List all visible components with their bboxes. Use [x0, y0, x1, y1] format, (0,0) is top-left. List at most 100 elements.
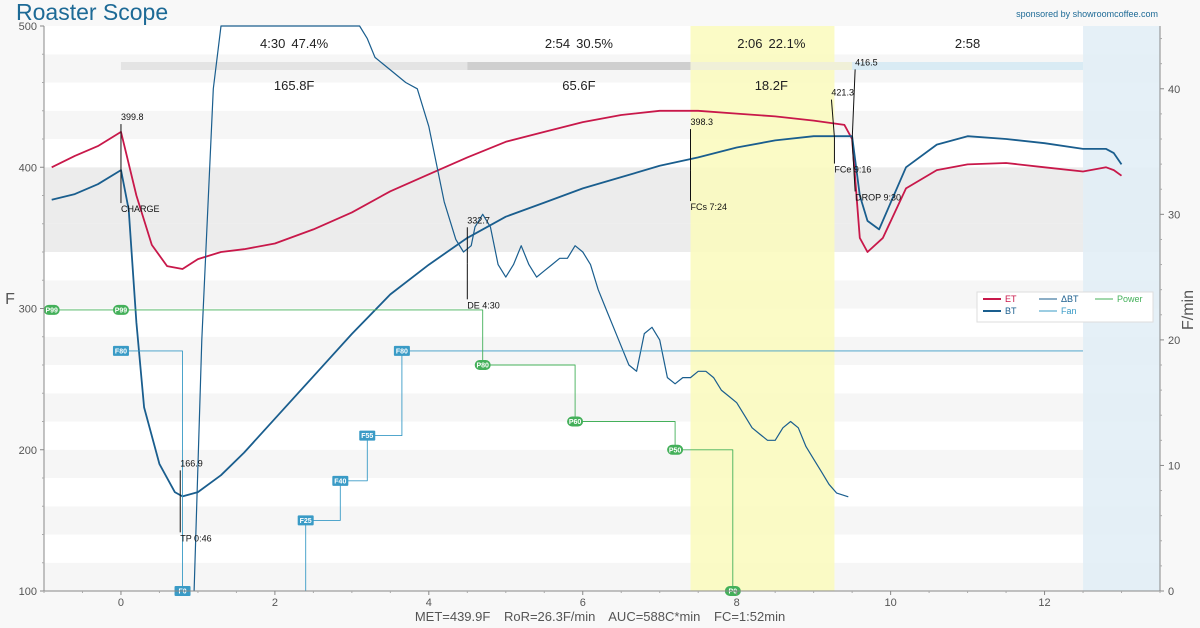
event-annotations: 399.8 CHARGE 166.9 TP 0:46 332.7 DE 4:30 398.3… — [120, 57, 901, 543]
fan-marker — [297, 515, 314, 526]
y-axis-label: F — [5, 291, 15, 308]
x-tick-label: 12 — [1038, 597, 1050, 609]
y2-tick-label: 30 — [1168, 209, 1180, 221]
annotation-value: 332.7 — [467, 215, 490, 225]
stat-auc: AUC=588C*min — [608, 609, 700, 624]
stripe-band — [44, 110, 1160, 139]
first-crack-band — [690, 26, 835, 591]
x-tick-label: 6 — [580, 597, 586, 609]
annotation-value: 421.3 — [831, 88, 854, 98]
annotation-event: DROP 9:30 — [855, 192, 901, 202]
x-tick-label: 4 — [426, 597, 432, 609]
legend-box — [976, 291, 1154, 323]
phase-segment — [467, 62, 691, 70]
power-marker — [43, 304, 60, 315]
x-tick-label: 0 — [118, 597, 124, 609]
annotation-event: CHARGE — [121, 204, 160, 214]
y2-tick-label: 0 — [1168, 586, 1174, 598]
fan-marker — [332, 475, 349, 486]
legend: ET BT ΔBT Fan Power — [976, 291, 1154, 323]
fan-marker — [359, 430, 376, 441]
stat-fc: FC=1:52min — [714, 609, 785, 624]
y-tick-label: 500 — [19, 21, 37, 33]
fan-marker-label: F25 — [300, 518, 312, 525]
phase-time-label: 2:06 22.1% — [737, 36, 806, 51]
fan-marker — [112, 345, 129, 356]
annotation-event: FCs 7:24 — [691, 202, 728, 212]
stripe-band — [44, 421, 1160, 450]
legend-entry: ΔBT — [1061, 294, 1079, 304]
x-tick-label: 2 — [272, 597, 278, 609]
x-tick-label: 8 — [734, 597, 740, 609]
phase-segment — [120, 62, 468, 70]
power-marker-label: P99 — [45, 307, 58, 314]
stripe-band — [44, 478, 1160, 507]
annotation-value: 399.8 — [121, 112, 144, 122]
annotation-leader — [851, 140, 856, 192]
power-marker-label: P99 — [115, 307, 128, 314]
phase-time-label: 2:58 — [955, 36, 980, 51]
series-line-fan — [121, 350, 1083, 592]
series-line-delta-bt — [193, 25, 849, 592]
fan-marker-label: F0 — [178, 589, 186, 596]
fan-marker-label: F80 — [115, 348, 127, 355]
fan-marker-label: F80 — [396, 348, 408, 355]
power-marker-label: P50 — [669, 447, 682, 454]
phase-duration: 2:58 — [955, 36, 980, 51]
y2-tick-label: 40 — [1168, 84, 1180, 96]
legend-entry: Power — [1117, 294, 1143, 304]
fan-marker — [393, 345, 410, 356]
phase-time-label: 4:30 47.4% — [260, 36, 329, 51]
stripe-band — [44, 167, 1160, 196]
stripe-band — [44, 139, 1160, 168]
series-lines — [44, 25, 1123, 592]
y2-tick-label: 20 — [1168, 335, 1180, 347]
annotation-event: DE 4:30 — [467, 300, 500, 310]
x-tick-label: 10 — [884, 597, 896, 609]
series-line-bt — [51, 135, 1123, 498]
roast-stats: MET=439.9F RoR=26.3F/min AUC=588C*min FC… — [415, 609, 785, 624]
stripe-band — [44, 308, 1160, 337]
y-tick-label: 300 — [19, 304, 37, 316]
stat-ror: RoR=26.3F/min — [504, 609, 595, 624]
annotation-value: 398.3 — [691, 117, 714, 127]
power-marker-label: P80 — [476, 363, 489, 370]
annotation-event: TP 0:46 — [180, 533, 211, 543]
legend-entry: Fan — [1061, 306, 1077, 316]
stripe-band — [44, 562, 1160, 591]
power-marker-label: P60 — [569, 419, 582, 426]
stripe-band — [44, 223, 1160, 252]
y-tick-label: 100 — [19, 586, 37, 598]
power-marker — [112, 304, 129, 315]
stripe-band — [44, 26, 1160, 55]
legend-entry: BT — [1005, 306, 1017, 316]
stripe-band — [44, 534, 1160, 563]
y2-axis-label: F/min — [1180, 290, 1197, 330]
power-marker — [474, 360, 491, 370]
sponsor-link[interactable]: sponsored by showroomcoffee.com — [1016, 9, 1158, 19]
phase-bar: 4:30 47.4% 165.8F 2:54 30.5% 65.6F 2:06 22.1% 18… — [120, 36, 1084, 93]
phase-temp-delta: 18.2F — [755, 78, 788, 93]
power-marker — [667, 444, 684, 455]
power-marker — [567, 416, 584, 427]
stat-met: MET=439.9F — [415, 609, 491, 624]
power-marker-label: P0 — [729, 589, 738, 596]
stripe-band — [44, 82, 1160, 111]
phase-time-label: 2:54 30.5% — [545, 36, 614, 51]
annotation-leader — [851, 69, 856, 141]
y2-tick-label: 10 — [1168, 460, 1180, 472]
phase-segment — [690, 62, 853, 70]
control-markers: F80 F0 F25 F40 F55 F80 P99 P99 P80 P60 P50 P0 — [43, 304, 741, 596]
phase-percent: 30.5% — [576, 36, 613, 51]
phase-segment — [852, 62, 1084, 70]
y-tick-label: 400 — [19, 162, 37, 174]
annotation-value: 416.5 — [855, 57, 878, 67]
chart-title: Roaster Scope — [16, 0, 168, 25]
legend-entry: ET — [1005, 294, 1017, 304]
phase-percent: 22.1% — [769, 36, 806, 51]
phase-percent: 47.4% — [291, 36, 328, 51]
phase-temp-delta: 65.6F — [562, 78, 595, 93]
y-tick-label: 200 — [19, 445, 37, 457]
